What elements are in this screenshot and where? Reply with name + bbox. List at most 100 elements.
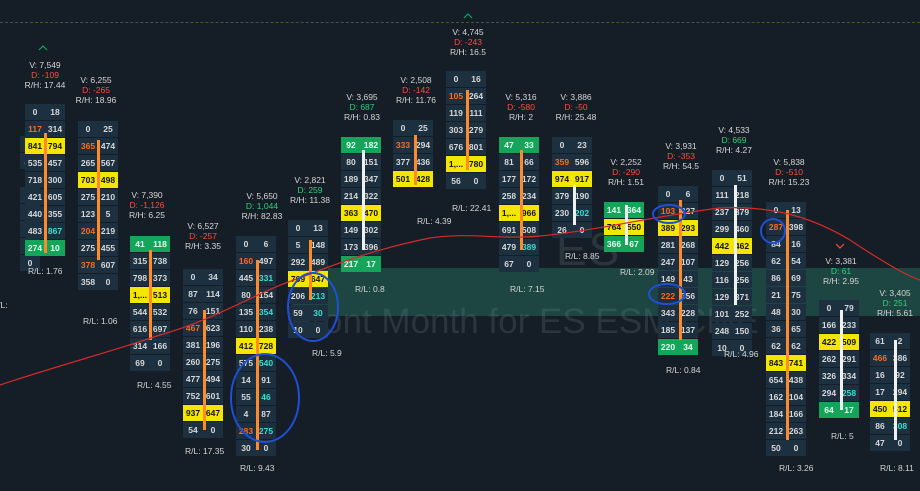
- ratio-high-stat: R/H: 15.23: [768, 177, 810, 187]
- bid-volume-cell: 185: [658, 322, 678, 338]
- bid-volume-cell: 184: [766, 406, 786, 422]
- bid-volume-cell: 67: [499, 256, 519, 272]
- volume-stat: V: 6,255: [80, 75, 112, 85]
- ask-volume-cell: 508: [519, 222, 539, 238]
- bid-volume-cell: 262: [819, 351, 839, 367]
- bid-volume-cell: 80: [236, 287, 256, 303]
- ask-volume-cell: 233: [839, 317, 859, 333]
- bid-volume-cell: 422: [819, 334, 839, 350]
- bid-volume-cell: 47: [499, 137, 519, 153]
- ask-volume-cell: 567: [98, 155, 118, 171]
- bid-volume-cell: 535: [25, 155, 45, 171]
- volume-profile-bar: [679, 200, 682, 340]
- bid-volume-cell: 101: [712, 306, 732, 322]
- bid-volume-cell: 292: [288, 254, 308, 270]
- ask-volume-cell: 62: [786, 338, 806, 354]
- ask-volume-cell: 34: [678, 339, 698, 355]
- ask-volume-cell: 6: [256, 236, 276, 252]
- ask-volume-cell: 256: [732, 272, 752, 288]
- volume-stat: V: 4,745: [452, 27, 484, 37]
- bar-statistics: V: 2,252 D: -290 R/H: 1.51: [591, 157, 661, 187]
- bar-statistics: V: 7,390 D: -1,126 R/H: 6.25: [112, 190, 182, 220]
- delta-stat: D: 61: [830, 266, 852, 276]
- bid-volume-cell: 86: [766, 270, 786, 286]
- annotation-circle: [648, 283, 686, 305]
- ask-volume-cell: 0: [98, 274, 118, 290]
- ask-volume-cell: 364: [624, 202, 644, 218]
- ask-volume-cell: 780: [466, 156, 486, 172]
- volume-profile-bar: [894, 340, 897, 440]
- bid-volume-cell: 450: [870, 401, 890, 417]
- ask-volume-cell: 470: [361, 205, 381, 221]
- bid-volume-cell: 501: [393, 171, 413, 187]
- bid-volume-cell: 315: [130, 253, 150, 269]
- delta-stat: D: -1,126: [129, 200, 165, 210]
- bid-volume-cell: 141: [604, 202, 624, 218]
- delta-stat: D: 687: [349, 102, 375, 112]
- bid-volume-cell: 135: [236, 304, 256, 320]
- bid-volume-cell: 111: [712, 187, 732, 203]
- bid-volume-cell: 676: [446, 139, 466, 155]
- ratio-high-stat: R/H: 11.38: [289, 195, 330, 205]
- bid-volume-cell: 343: [658, 305, 678, 321]
- bid-volume-cell: 0: [236, 236, 256, 252]
- bid-volume-cell: 62: [766, 338, 786, 354]
- bid-volume-cell: 55: [236, 389, 256, 405]
- ask-volume-cell: 34: [203, 269, 223, 285]
- bid-volume-cell: 1,...: [446, 156, 466, 172]
- bid-volume-cell: 177: [499, 171, 519, 187]
- ratio-high-stat: R/H: 16.5: [450, 47, 486, 57]
- bid-volume-cell: 0: [25, 104, 45, 120]
- ask-volume-cell: 263: [786, 423, 806, 439]
- ask-volume-cell: 46: [256, 389, 276, 405]
- bid-volume-cell: 86: [870, 418, 890, 434]
- bid-volume-cell: 654: [766, 372, 786, 388]
- delta-stat: D: -265: [82, 85, 110, 95]
- delta-stat: D: -580: [507, 102, 535, 112]
- bid-volume-cell: 283: [236, 423, 256, 439]
- ask-volume-cell: 293: [678, 220, 698, 236]
- bar-statistics: V: 2,508 D: -142 R/H: 11.76: [381, 75, 451, 105]
- bid-volume-cell: 173: [341, 239, 361, 255]
- bar-statistics: V: 4,533 D: 669 R/H: 4.27: [699, 125, 769, 155]
- ask-volume-cell: 794: [45, 138, 65, 154]
- bid-volume-cell: 64: [819, 402, 839, 418]
- bid-volume-cell: 248: [712, 323, 732, 339]
- delta-stat: D: 669: [721, 135, 747, 145]
- bid-volume-cell: 265: [78, 155, 98, 171]
- ratio-high-stat: R/H: 4.27: [716, 145, 752, 155]
- ask-volume-cell: 252: [732, 306, 752, 322]
- ask-volume-cell: 509: [839, 334, 859, 350]
- bid-volume-cell: 299: [712, 221, 732, 237]
- ask-volume-cell: 371: [732, 289, 752, 305]
- bid-volume-cell: 204: [78, 223, 98, 239]
- annotation-circle: [230, 353, 300, 443]
- delta-stat: D: -109: [31, 70, 59, 80]
- bid-volume-cell: 275: [78, 189, 98, 205]
- bid-volume-cell: 294: [819, 385, 839, 401]
- ask-volume-cell: 10: [45, 240, 65, 256]
- ask-volume-cell: 107: [678, 254, 698, 270]
- bid-volume-cell: 30: [236, 440, 256, 456]
- delta-stat: D: -243: [454, 37, 482, 47]
- ask-volume-cell: 258: [839, 385, 859, 401]
- ask-volume-cell: 234: [519, 188, 539, 204]
- ratio-low-stat: R/L: 5: [831, 431, 854, 441]
- bid-volume-cell: 162: [766, 389, 786, 405]
- ask-volume-cell: 275: [256, 423, 276, 439]
- top-dashed-gridline: [0, 22, 920, 23]
- ask-volume-cell: 268: [678, 237, 698, 253]
- ask-volume-cell: 196: [203, 337, 223, 353]
- ask-volume-cell: 13: [308, 220, 328, 236]
- delta-stat: D: -50: [564, 102, 588, 112]
- bid-volume-cell: 14: [236, 372, 256, 388]
- ask-volume-cell: 355: [45, 206, 65, 222]
- ratio-low-stat: R/L: 3.26: [779, 463, 814, 473]
- ask-volume-cell: 460: [732, 221, 752, 237]
- bid-volume-cell: 5: [288, 237, 308, 253]
- bid-volume-cell: 275: [78, 240, 98, 256]
- ask-volume-cell: 172: [519, 171, 539, 187]
- ask-volume-cell: 137: [678, 322, 698, 338]
